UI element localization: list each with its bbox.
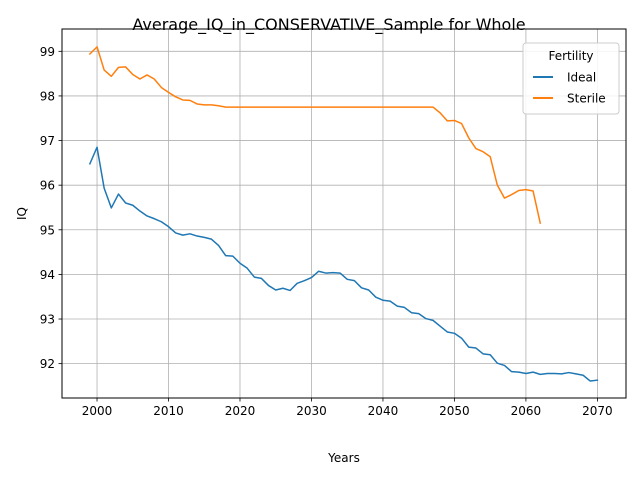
chart-title: Average_IQ_in_CONSERVATIVE_Sample for Wh… bbox=[132, 15, 525, 35]
x-tick-label: 2020 bbox=[225, 404, 256, 418]
x-axis-label: Years bbox=[327, 451, 360, 465]
x-tick-label: 2050 bbox=[439, 404, 470, 418]
x-tick-label: 2010 bbox=[153, 404, 184, 418]
y-tick-label: 95 bbox=[40, 223, 55, 237]
y-tick-label: 97 bbox=[40, 134, 55, 148]
series-layer bbox=[90, 47, 598, 381]
legend-title: Fertility bbox=[548, 49, 593, 63]
y-tick-label: 96 bbox=[40, 179, 55, 193]
series-line-sterile bbox=[90, 47, 540, 223]
x-tick-label: 2070 bbox=[582, 404, 613, 418]
x-tick-label: 2060 bbox=[511, 404, 542, 418]
series-line-ideal bbox=[90, 147, 598, 381]
y-tick-label: 94 bbox=[40, 268, 55, 282]
legend-label-ideal: Ideal bbox=[567, 71, 596, 85]
y-tick-label: 92 bbox=[40, 357, 55, 371]
x-tick-label: 2040 bbox=[368, 404, 399, 418]
x-tick-label: 2030 bbox=[296, 404, 327, 418]
legend: Fertility Ideal Sterile bbox=[523, 43, 619, 114]
y-tick-label: 98 bbox=[40, 89, 55, 103]
x-tick-label: 2000 bbox=[82, 404, 113, 418]
y-axis-label: IQ bbox=[15, 207, 29, 220]
legend-label-sterile: Sterile bbox=[567, 92, 606, 106]
y-tick-label: 93 bbox=[40, 313, 55, 327]
y-tick-label: 99 bbox=[40, 45, 55, 59]
